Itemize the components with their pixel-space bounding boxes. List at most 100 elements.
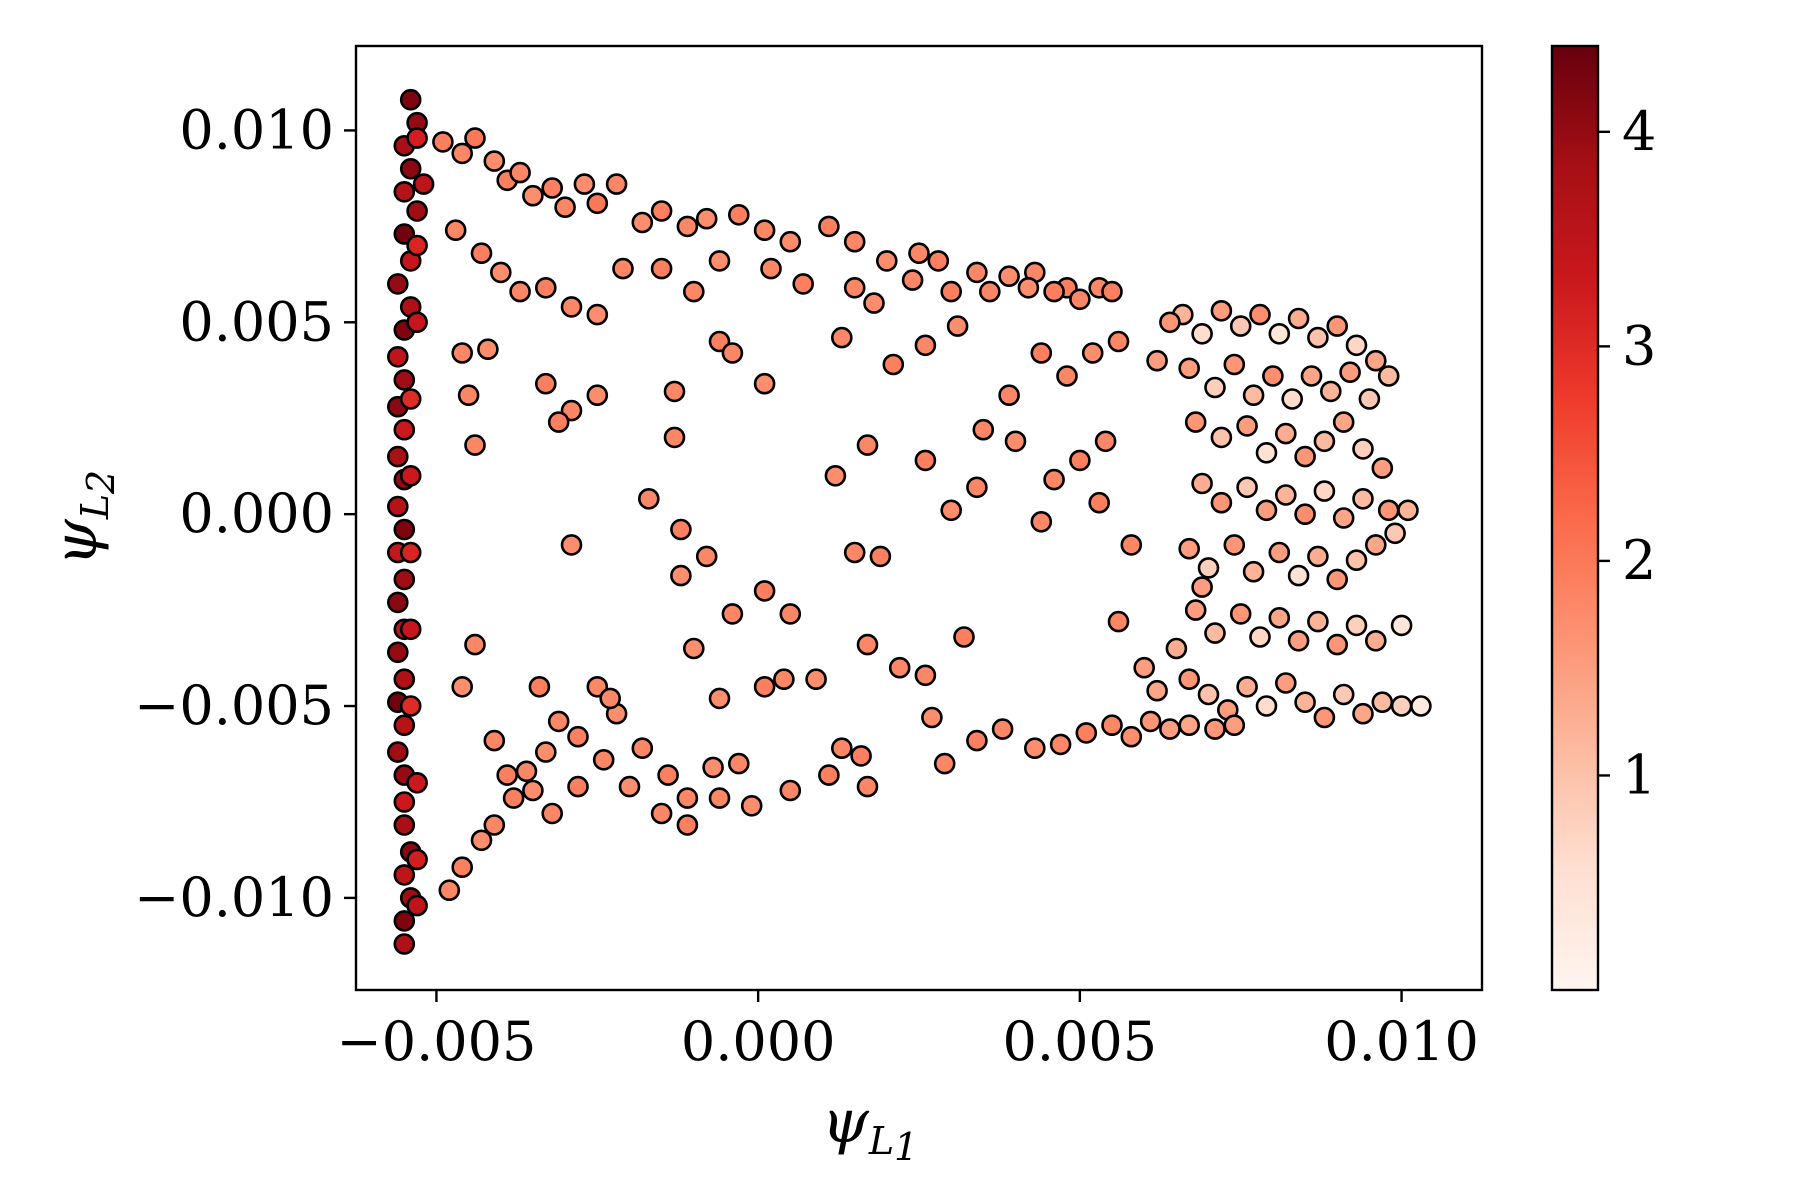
data-point: [483, 814, 506, 836]
data-point: [393, 864, 416, 886]
data-point: [1313, 480, 1336, 502]
data-point: [966, 261, 988, 284]
data-point: [386, 741, 409, 763]
data-point: [901, 269, 924, 291]
data-point: [1178, 714, 1200, 737]
data-point: [560, 534, 583, 556]
data-point: [843, 276, 866, 299]
data-point: [1275, 484, 1297, 506]
data-point: [560, 296, 583, 318]
data-point: [908, 242, 930, 264]
plot-background: [356, 46, 1482, 990]
data-point: [618, 775, 641, 798]
data-point: [1345, 549, 1368, 572]
data-point: [1281, 388, 1303, 410]
data-point: [592, 748, 615, 771]
data-point: [830, 326, 853, 349]
data-point: [1030, 342, 1053, 364]
data-point: [727, 204, 750, 226]
data-point: [1204, 376, 1226, 399]
data-point: [489, 261, 512, 284]
data-point: [509, 280, 531, 303]
data-point: [393, 668, 416, 691]
data-point: [605, 173, 628, 195]
data-point: [464, 434, 486, 456]
data-point: [1410, 695, 1432, 717]
data-point: [856, 434, 879, 456]
data-point: [670, 564, 692, 587]
data-point: [914, 664, 937, 687]
data-point: [753, 580, 776, 602]
data-point: [1390, 695, 1413, 717]
data-point: [477, 338, 499, 361]
colorbar-tick-label: 1: [1622, 743, 1656, 806]
data-point: [721, 342, 744, 364]
data-point: [1210, 426, 1233, 449]
data-point: [386, 641, 409, 664]
data-point: [406, 127, 428, 149]
data-point: [1384, 522, 1406, 545]
data-point: [1004, 430, 1027, 453]
data-point: [914, 449, 937, 472]
data-point: [1268, 322, 1291, 345]
data-point: [534, 372, 557, 395]
data-point: [1287, 564, 1310, 587]
data-point: [393, 518, 416, 541]
data-point: [1307, 326, 1329, 349]
data-point: [386, 445, 409, 468]
data-point: [914, 334, 937, 357]
data-point: [1120, 534, 1143, 556]
data-point: [1024, 737, 1046, 760]
data-point: [921, 706, 943, 729]
data-point: [1352, 438, 1374, 460]
data-point: [509, 161, 531, 184]
data-point: [1197, 683, 1220, 706]
data-point: [1262, 365, 1284, 387]
y-tick-label: 0.010: [179, 98, 334, 161]
data-point: [470, 242, 493, 264]
data-point: [399, 158, 422, 180]
data-point: [586, 384, 609, 407]
data-point: [599, 687, 622, 710]
data-point: [1094, 430, 1117, 453]
data-point: [573, 173, 596, 195]
data-point: [760, 257, 782, 280]
data-point: [869, 545, 892, 568]
data-point: [464, 633, 486, 656]
data-point: [1294, 691, 1316, 714]
data-point: [650, 257, 673, 280]
data-point: [554, 196, 576, 218]
data-point: [1371, 691, 1394, 714]
x-tick-label: 0.010: [1324, 1010, 1479, 1073]
colorbar-tick-label: 2: [1622, 529, 1656, 592]
data-point: [779, 230, 802, 253]
data-point: [612, 257, 634, 280]
data-point: [1191, 472, 1213, 495]
data-point: [663, 380, 686, 403]
data-point: [695, 545, 718, 568]
data-point: [393, 814, 416, 836]
data-point: [1075, 722, 1098, 744]
colorbar-ticks: 1 2 3 4: [1598, 100, 1656, 806]
data-point: [888, 656, 911, 679]
data-point: [1223, 534, 1246, 556]
colorbar-tick-label: 3: [1622, 314, 1656, 377]
y-axis-ticks: 0.010 0.005 0.000 −0.005 −0.010: [134, 98, 356, 929]
data-point: [966, 729, 988, 752]
data-point: [586, 303, 609, 326]
data-point: [1320, 380, 1342, 403]
data-point: [399, 88, 422, 111]
data-point: [657, 764, 679, 786]
data-point: [631, 737, 654, 760]
data-point: [792, 273, 815, 295]
data-point: [727, 752, 750, 775]
data-point: [386, 273, 409, 295]
data-point: [1043, 468, 1065, 491]
data-point: [1081, 342, 1104, 364]
data-point: [753, 219, 776, 241]
data-point: [1236, 476, 1258, 499]
x-tick-label: 0.000: [681, 1010, 836, 1073]
data-point: [1255, 695, 1278, 717]
data-point: [1268, 541, 1291, 564]
